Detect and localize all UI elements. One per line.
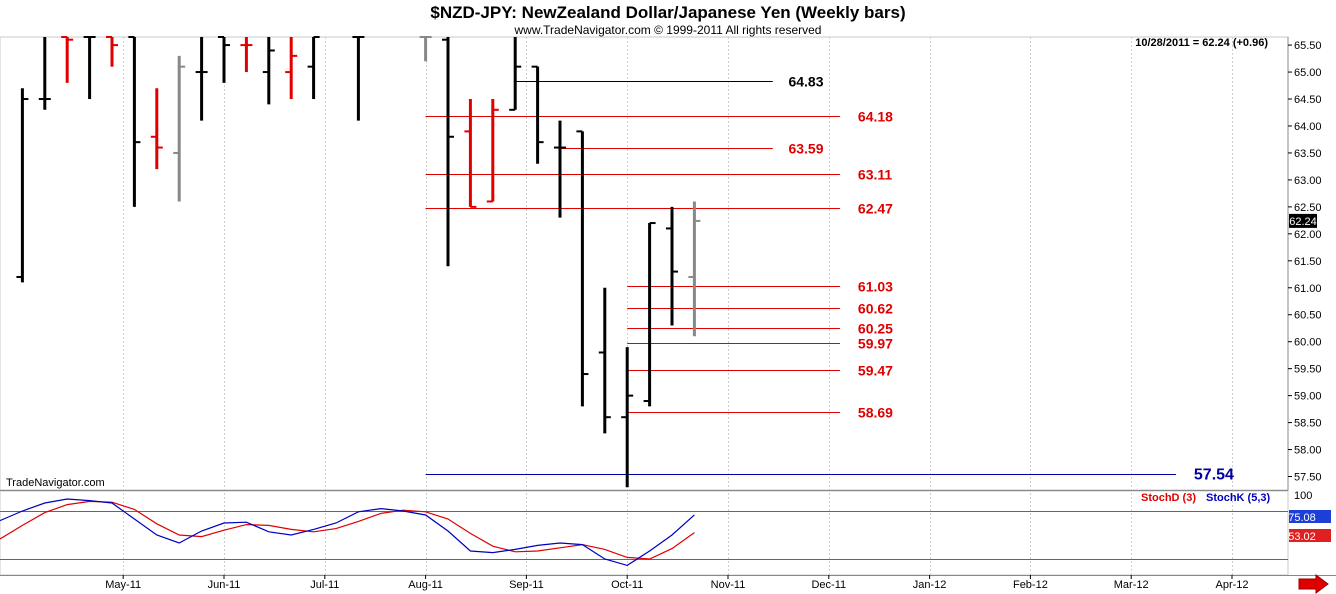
level-label-61.03: 61.03 [858, 279, 893, 295]
level-label-59.47: 59.47 [858, 363, 893, 379]
level-label-58.69: 58.69 [858, 405, 893, 421]
time-axis-ticks: May-11 Jun-11 Jul-11 Aug-11 Sep-11 Oct-11 Nov-… [105, 575, 1249, 591]
current-price-label: 62.24 [1289, 216, 1317, 228]
copyright-notice: www.TradeNavigator.com © 1999-2011 All r… [514, 23, 822, 37]
price-tick-label-10: 62.50 [1294, 202, 1322, 214]
time-tick-label-10: Mar-12 [1114, 579, 1149, 591]
price-tick-label-1: 58.00 [1294, 445, 1322, 457]
stoch-d-value: 53.02 [1288, 531, 1316, 543]
price-tick-label-8: 61.50 [1294, 256, 1322, 268]
level-label-64.83: 64.83 [788, 74, 823, 90]
scroll-right-arrow-icon[interactable] [1298, 574, 1329, 594]
stoch-d-badge [1289, 529, 1331, 542]
level-label-63.59: 63.59 [788, 141, 823, 157]
last-quote: 10/28/2011 = 62.24 (+0.96) [1135, 37, 1268, 49]
level-label-59.97: 59.97 [858, 336, 893, 352]
price-tick-label-5: 60.00 [1294, 337, 1322, 349]
stoch-d-line [0, 500, 695, 560]
price-tick-label-3: 59.00 [1294, 391, 1322, 403]
time-tick-label-8: Jan-12 [913, 579, 947, 591]
price-tick-label-12: 63.50 [1294, 148, 1322, 160]
watermark: TradeNavigator.com [6, 477, 105, 489]
time-tick-label-4: Sep-11 [509, 579, 544, 591]
time-tick-label-3: Aug-11 [408, 579, 443, 591]
time-tick-label-1: Jun-11 [208, 579, 241, 591]
price-tick-label-15: 65.00 [1294, 67, 1322, 79]
level-label-57.54: 57.54 [1194, 467, 1234, 484]
level-label-64.18: 64.18 [858, 109, 893, 125]
level-label-62.47: 62.47 [858, 201, 893, 217]
price-levels: 64.83 64.18 63.59 63.11 62.47 61.03 60.62 60.25… [425, 74, 1234, 484]
price-tick-label-6: 60.50 [1294, 310, 1322, 322]
vertical-gridlines [123, 37, 1233, 575]
time-tick-label-2: Jul-11 [310, 579, 339, 591]
price-tick-label-0: 57.50 [1294, 472, 1322, 484]
level-label-60.62: 60.62 [858, 301, 893, 317]
time-tick-label-6: Nov-11 [711, 579, 746, 591]
price-tick-label-7: 61.00 [1294, 283, 1322, 295]
time-tick-label-11: Apr-12 [1215, 579, 1248, 591]
level-label-63.11: 63.11 [858, 167, 892, 183]
stochastic-panel [0, 490, 1289, 576]
stoch-axis-tick-100: 100 [1294, 490, 1312, 502]
time-tick-label-0: May-11 [105, 579, 141, 591]
current-price-badge [1289, 213, 1317, 228]
time-tick-label-7: Dec-11 [811, 579, 846, 591]
time-tick-label-9: Feb-12 [1013, 579, 1048, 591]
ohlc-bars [16, 36, 701, 488]
price-tick-label-2: 58.50 [1294, 418, 1322, 430]
price-tick-label-11: 63.00 [1294, 175, 1322, 187]
price-tick-label-13: 64.00 [1294, 121, 1322, 133]
stoch-d-legend: StochD (3) [1141, 492, 1196, 504]
stoch-k-line [0, 498, 695, 567]
stoch-k-badge [1289, 510, 1331, 523]
chart-title: $NZD-JPY: NewZealand Dollar/Japanese Yen… [430, 3, 905, 22]
price-panel [0, 36, 1289, 491]
time-tick-label-5: Oct-11 [611, 579, 643, 591]
stoch-k-legend: StochK (5,3) [1206, 492, 1271, 504]
stoch-k-value: 75.08 [1288, 512, 1316, 524]
price-axis-ticks: 57.50 58.00 58.50 59.00 59.50 60.00 60.50 61.00… [1288, 40, 1322, 484]
price-tick-label-4: 59.50 [1294, 364, 1322, 376]
level-label-60.25: 60.25 [858, 321, 893, 337]
price-tick-label-16: 65.50 [1294, 40, 1322, 52]
price-tick-label-9: 62.00 [1294, 229, 1322, 241]
stochastic-lines [0, 498, 1288, 567]
price-tick-label-14: 64.50 [1294, 94, 1322, 106]
